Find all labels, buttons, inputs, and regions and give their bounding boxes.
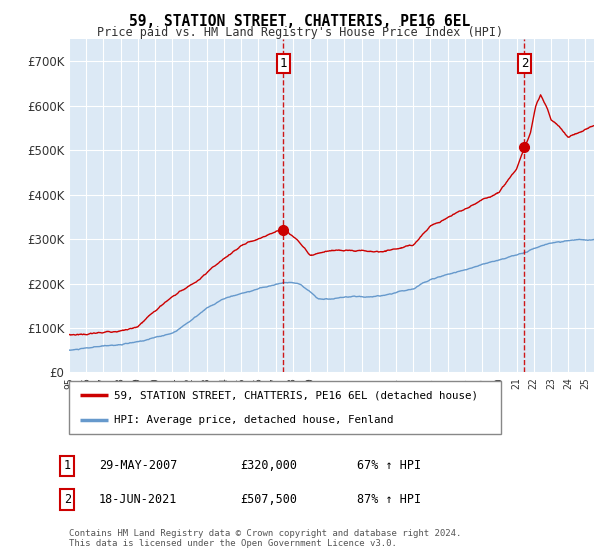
Text: £320,000: £320,000 bbox=[240, 459, 297, 473]
Text: This data is licensed under the Open Government Licence v3.0.: This data is licensed under the Open Gov… bbox=[69, 539, 397, 548]
Text: 2: 2 bbox=[64, 493, 71, 506]
FancyBboxPatch shape bbox=[69, 381, 501, 434]
Text: HPI: Average price, detached house, Fenland: HPI: Average price, detached house, Fenl… bbox=[115, 414, 394, 424]
Text: 18-JUN-2021: 18-JUN-2021 bbox=[99, 493, 178, 506]
Text: Price paid vs. HM Land Registry's House Price Index (HPI): Price paid vs. HM Land Registry's House … bbox=[97, 26, 503, 39]
Text: 59, STATION STREET, CHATTERIS, PE16 6EL: 59, STATION STREET, CHATTERIS, PE16 6EL bbox=[130, 14, 470, 29]
Text: 29-MAY-2007: 29-MAY-2007 bbox=[99, 459, 178, 473]
Text: £507,500: £507,500 bbox=[240, 493, 297, 506]
Text: 87% ↑ HPI: 87% ↑ HPI bbox=[357, 493, 421, 506]
Text: 1: 1 bbox=[280, 57, 287, 70]
Text: Contains HM Land Registry data © Crown copyright and database right 2024.: Contains HM Land Registry data © Crown c… bbox=[69, 529, 461, 538]
Text: 59, STATION STREET, CHATTERIS, PE16 6EL (detached house): 59, STATION STREET, CHATTERIS, PE16 6EL … bbox=[115, 390, 478, 400]
Text: 67% ↑ HPI: 67% ↑ HPI bbox=[357, 459, 421, 473]
Text: 1: 1 bbox=[64, 459, 71, 473]
Text: 2: 2 bbox=[521, 57, 528, 70]
